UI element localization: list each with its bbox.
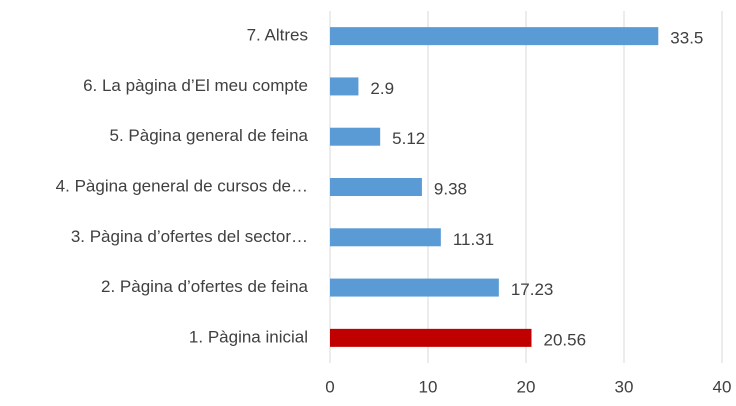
y-tick-label: 2. Pàgina d’ofertes de feina [101,277,309,296]
value-label: 5.12 [392,129,425,148]
bar [330,27,659,46]
value-label: 11.31 [453,230,494,249]
x-tick-label: 20 [517,377,536,396]
y-tick-label: 4. Pàgina general de cursos de… [56,176,308,195]
bar [330,328,532,347]
x-tick-label: 0 [325,377,334,396]
x-tick-label: 30 [615,377,634,396]
y-tick-label: 1. Pàgina inicial [189,327,308,346]
value-label: 17.23 [511,280,554,299]
bar [330,228,441,247]
bar [330,278,499,297]
x-tick-label: 40 [713,377,732,396]
value-label: 33.5 [670,29,703,48]
bar [330,178,422,196]
value-label: 20.56 [543,330,586,349]
y-tick-label: 5. Pàgina general de feina [110,126,309,145]
y-tick-label: 3. Pàgina d’ofertes del sector… [71,227,308,246]
x-tick-label: 10 [419,377,438,396]
y-tick-label: 6. La pàgina d’El meu compte [83,76,308,95]
bar [330,77,359,96]
y-tick-label: 7. Altres [247,26,308,45]
bar [330,127,381,146]
value-label: 2.9 [370,79,394,98]
value-label: 9.38 [434,179,467,198]
